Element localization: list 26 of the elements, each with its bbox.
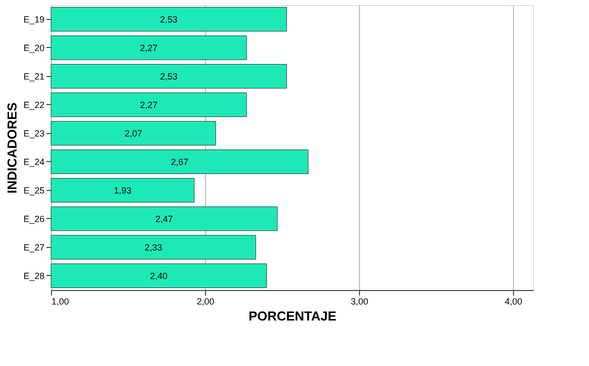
x-tick-label: 2,00 [196,296,214,306]
y-tick-label: E_22 [23,100,44,110]
y-tick-label: E_21 [23,71,44,82]
data-label: 2,53 [160,14,178,24]
y-tick-label: E_19 [23,14,44,24]
data-label: 2,27 [140,42,158,53]
data-label: 2,47 [155,214,173,224]
x-tick-label: 4,00 [504,296,522,306]
x-tick-label: 3,00 [350,296,368,306]
data-label: 2,53 [160,71,178,82]
data-label: 2,67 [170,156,188,167]
x-axis-title: PORCENTAJE [248,308,337,324]
data-label: 2,07 [124,128,142,138]
y-tick-label: E_24 [23,156,44,167]
data-label: 2,27 [140,100,158,110]
y-tick-label: E_27 [23,242,44,252]
data-label: 2,40 [150,270,168,281]
y-tick-label: E_28 [23,270,44,281]
data-label: 2,33 [144,242,162,252]
y-tick-label: E_23 [23,128,44,138]
data-label: 1,93 [114,185,132,196]
y-tick-label: E_20 [23,42,44,53]
y-tick-label: E_26 [23,214,44,224]
y-axis-title: INDICADORES [4,102,20,194]
x-tick-label: 1,00 [52,296,70,306]
y-tick-label: E_25 [23,185,44,196]
